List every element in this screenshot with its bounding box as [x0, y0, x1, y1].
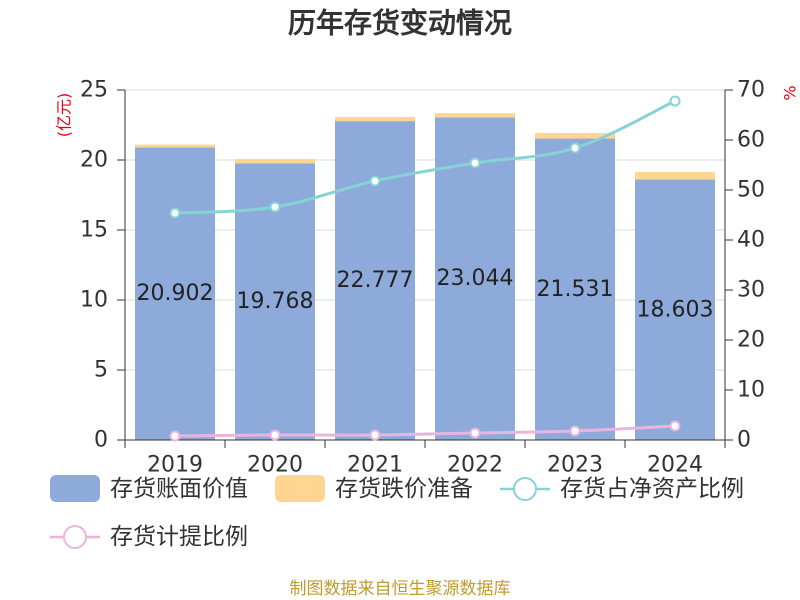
y-right-tick-label: 70: [737, 78, 765, 103]
y-right-tick-label: 30: [737, 278, 765, 303]
grid-lines: [125, 89, 725, 371]
bar-book-value-2022: [435, 117, 515, 440]
line-series: [169, 95, 681, 442]
point-impairment-ratio-2023: [569, 425, 581, 437]
point-inventory-to-net-assets-2022: [469, 157, 481, 169]
y-left-tick-label: 0: [94, 428, 108, 453]
x-tick-label: 2023: [547, 453, 603, 478]
data-label-book-value-2021: 22.777: [337, 268, 414, 293]
bar-impairment-reserve-2024: [635, 171, 715, 180]
y-left-tick-label: 5: [94, 358, 108, 383]
y-left-axis-name: (亿元): [55, 93, 74, 138]
point-inventory-to-net-assets-2024: [669, 95, 681, 107]
bar-impairment-reserve-2021: [335, 116, 415, 122]
y-right-tick-label: 50: [737, 178, 765, 203]
y-left-tick-label: 10: [80, 288, 108, 313]
legend-marker-inventory-to-net-assets: [513, 477, 537, 501]
bar-book-value-2024: [635, 179, 715, 441]
bar-impairment-reserve-2022: [435, 113, 515, 118]
data-label-book-value-2020: 19.768: [237, 289, 314, 314]
data-label-book-value-2023: 21.531: [537, 277, 614, 302]
point-impairment-ratio-2020: [269, 429, 281, 441]
axes: 0 5 10 15 20 25 0 10 20 30 40 50 60 70 2019 2020 2021 202…: [80, 78, 765, 478]
chart-title: 历年存货变动情况: [288, 7, 512, 40]
y-right-tick-label: 40: [737, 228, 765, 253]
legend-item-book-value[interactable]: 存货账面价值: [50, 475, 248, 502]
y-left-tick-label: 20: [80, 148, 108, 173]
line-inventory-to-net-assets: [174, 99, 676, 215]
point-inventory-to-net-assets-2019: [169, 207, 181, 219]
legend-label-impairment-ratio: 存货计提比例: [110, 524, 248, 550]
legend-label-book-value: 存货账面价值: [110, 476, 248, 502]
data-label-book-value-2024: 18.603: [637, 297, 714, 322]
x-tick-label: 2021: [347, 453, 403, 478]
legend-item-inventory-to-net-assets[interactable]: 存货占净资产比例: [500, 476, 744, 502]
y-right-tick-label: 60: [737, 128, 765, 153]
bar-book-value-2023: [535, 138, 615, 441]
point-inventory-to-net-assets-2023: [569, 142, 581, 154]
y-right-tick-label: 10: [737, 378, 765, 403]
x-tick-label: 2022: [447, 453, 503, 478]
point-inventory-to-net-assets-2020: [269, 201, 281, 213]
bar-impairment-reserve-2020: [235, 159, 315, 164]
y-left-tick-label: 25: [80, 78, 108, 103]
y-right-axis-name: %: [781, 85, 800, 100]
y-right-tick-label: 0: [737, 428, 751, 453]
legend-swatch-book-value: [50, 475, 100, 502]
legend-label-impairment-reserve: 存货跌价准备: [335, 476, 473, 502]
point-inventory-to-net-assets-2021: [369, 175, 381, 187]
legend: 存货账面价值 存货跌价准备 存货占净资产比例 存货计提比例: [50, 475, 744, 550]
legend-item-impairment-reserve[interactable]: 存货跌价准备: [275, 475, 473, 502]
bar-book-value-2019: [135, 147, 215, 440]
y-right-tick-label: 20: [737, 328, 765, 353]
data-label-book-value-2019: 20.902: [137, 281, 214, 306]
data-labels: 20.902 19.768 22.777 23.044 21.531 18.603: [137, 266, 714, 322]
source-footer: 制图数据来自恒生聚源数据库: [290, 579, 511, 599]
point-impairment-ratio-2022: [469, 427, 481, 439]
y-left-tick-label: 15: [80, 218, 108, 243]
point-impairment-ratio-2019: [169, 430, 181, 442]
x-tick-label: 2019: [147, 453, 203, 478]
legend-label-inventory-to-net-assets: 存货占净资产比例: [560, 476, 744, 502]
point-impairment-ratio-2021: [369, 429, 381, 441]
bar-impairment-reserve-2023: [535, 132, 615, 139]
bar-impairment-reserve-2019: [135, 144, 215, 148]
data-label-book-value-2022: 23.044: [437, 266, 514, 291]
line-impairment-ratio: [174, 424, 676, 438]
point-impairment-ratio-2024: [669, 420, 681, 432]
legend-marker-impairment-ratio: [63, 525, 87, 549]
x-tick-label: 2024: [647, 453, 703, 478]
legend-item-impairment-ratio[interactable]: 存货计提比例: [50, 524, 248, 550]
x-tick-label: 2020: [247, 453, 303, 478]
legend-swatch-impairment-reserve: [275, 475, 325, 502]
